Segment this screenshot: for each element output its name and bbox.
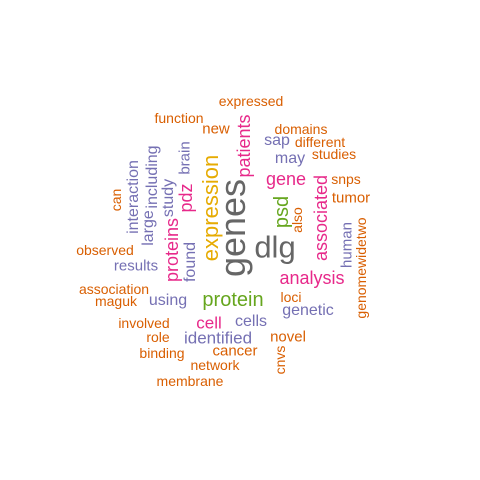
word-cnvs: cnvs xyxy=(272,345,288,375)
word-may: may xyxy=(274,150,306,167)
word-different: different xyxy=(294,134,346,150)
word-new: new xyxy=(202,120,230,138)
word-associated: associated xyxy=(311,174,331,262)
word-snps: snps xyxy=(331,171,361,187)
word-found: found xyxy=(182,241,199,283)
word-novel: novel xyxy=(270,328,306,346)
word-cell: cell xyxy=(196,313,222,333)
word-can: can xyxy=(108,188,124,212)
word-pdz: pdz xyxy=(176,183,196,213)
word-including: including xyxy=(144,145,161,209)
word-studies: studies xyxy=(311,146,357,162)
word-observed: observed xyxy=(76,242,134,258)
word-network: network xyxy=(190,357,240,373)
word-using: using xyxy=(148,292,188,309)
word-genetic: genetic xyxy=(282,302,334,319)
word-association: association xyxy=(78,281,150,297)
word-cells: cells xyxy=(234,313,268,330)
word-domains: domains xyxy=(274,121,328,137)
word-large: large xyxy=(140,210,157,246)
word-analysis: analysis xyxy=(279,268,345,288)
word-maguk: maguk xyxy=(94,293,138,309)
word-sap: sap xyxy=(264,132,290,149)
word-genomewidetwo: genomewidetwo xyxy=(353,217,369,319)
word-gene: gene xyxy=(265,169,307,189)
word-expressed: expressed xyxy=(218,93,284,109)
word-study: study xyxy=(160,178,177,218)
word-expression: expression xyxy=(198,154,223,262)
word-tumor: tumor xyxy=(331,189,371,207)
word-involved: involved xyxy=(118,315,170,331)
word-results: results xyxy=(113,257,159,275)
word-role: role xyxy=(146,329,170,345)
word-protein: protein xyxy=(202,289,264,311)
word-brain: brain xyxy=(176,141,194,175)
word-dlg: dlg xyxy=(254,229,296,265)
word-interaction: interaction xyxy=(125,160,142,234)
word-proteins: proteins xyxy=(162,217,182,283)
word-patients: patients xyxy=(234,114,254,178)
word-loci: loci xyxy=(280,289,302,305)
word-membrane: membrane xyxy=(156,373,224,389)
word-also: also xyxy=(289,207,305,233)
word-binding: binding xyxy=(139,345,185,361)
word-cancer: cancer xyxy=(212,342,258,360)
word-identified: identified xyxy=(183,328,253,348)
word-function: function xyxy=(154,110,204,126)
